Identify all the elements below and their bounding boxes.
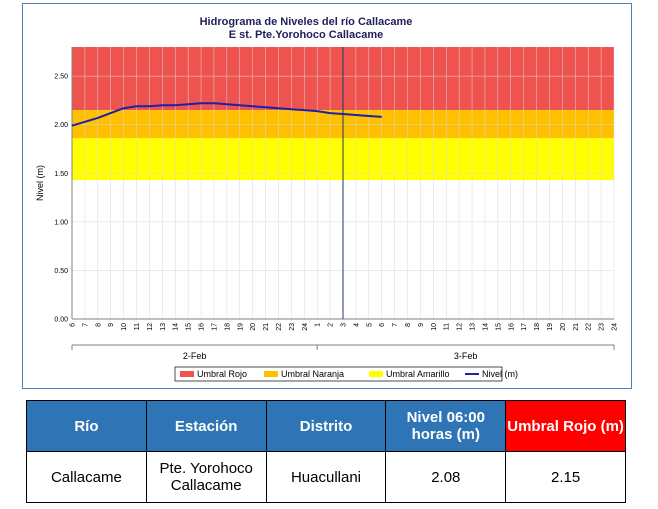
x-tick-label: 7: [392, 323, 399, 327]
cell-distrito: Huacullani: [265, 451, 387, 503]
legend-box: [174, 366, 503, 382]
legend-swatch-1: [264, 371, 278, 377]
x-tick-label: 17: [521, 323, 528, 331]
y-tick-label: 2.00: [54, 122, 68, 129]
x-tick-label: 21: [263, 323, 270, 331]
x-tick-label: 4: [353, 323, 360, 327]
x-tick-label: 20: [250, 323, 257, 331]
cell-umbral-rojo: 2.15: [505, 451, 626, 503]
x-tick-label: 1: [315, 323, 322, 327]
header-distrito: Distrito: [265, 400, 387, 452]
x-tick-label: 2: [328, 323, 335, 327]
x-tick-label: 10: [121, 323, 128, 331]
x-tick-label: 6: [70, 323, 77, 327]
x-tick-label: 5: [366, 323, 373, 327]
y-tick-label: 1.50: [54, 171, 68, 178]
table-header-row: Río Estación Distrito Nivel 06:00 horas …: [26, 400, 626, 452]
x-tick-label: 14: [482, 323, 489, 331]
x-tick-label: 12: [457, 323, 464, 331]
x-tick-label: 23: [599, 323, 606, 331]
header-estacion: Estación: [145, 400, 267, 452]
legend-label-3: Nivel (m): [482, 369, 518, 379]
header-nivel: Nivel 06:00 horas (m): [385, 400, 507, 452]
x-tick-label: 17: [211, 323, 218, 331]
x-tick-label: 18: [224, 323, 231, 331]
x-tick-label: 19: [237, 323, 244, 331]
x-tick-label: 9: [418, 323, 425, 327]
day-label: 2-Feb: [183, 351, 207, 361]
legend-label-1: Umbral Naranja: [281, 369, 344, 379]
x-tick-label: 8: [405, 323, 412, 327]
legend-swatch-2: [369, 371, 383, 377]
level-summary-table: Río Estación Distrito Nivel 06:00 horas …: [26, 400, 626, 503]
x-tick-label: 6: [379, 323, 386, 327]
x-tick-label: 7: [82, 323, 89, 327]
x-tick-label: 21: [573, 323, 580, 331]
chart-legend: Umbral Rojo Umbral Naranja Umbral Amarillo…: [174, 366, 518, 382]
cell-rio: Callacame: [26, 451, 147, 503]
x-tick-label: 23: [289, 323, 296, 331]
x-tick-label: 22: [276, 323, 283, 331]
legend-swatch-0: [180, 371, 194, 377]
x-tick-label: 3: [341, 323, 348, 327]
x-tick-label: 11: [134, 323, 141, 330]
x-tick-label: 11: [444, 323, 451, 330]
x-tick-label: 12: [147, 323, 154, 331]
x-tick-label: 14: [173, 323, 180, 331]
x-tick-label: 13: [470, 323, 477, 331]
x-tick-label: 16: [508, 323, 515, 331]
chart-title: Hidrograma de Niveles del río Callacame: [200, 16, 413, 28]
x-tick-label: 24: [302, 323, 309, 331]
header-umbral-rojo: Umbral Rojo (m): [505, 400, 626, 452]
chart-canvas: Hidrograma de Niveles del río Callacame …: [35, 16, 619, 382]
x-tick-label: 18: [534, 323, 541, 331]
y-tick-label: 1.00: [54, 219, 68, 226]
x-tick-label: 19: [547, 323, 554, 331]
x-tick-label: 20: [560, 323, 567, 331]
x-tick-label: 24: [612, 323, 619, 331]
table-row: Callacame Pte. Yorohoco Callacame Huacul…: [26, 451, 626, 503]
legend-label-2: Umbral Amarillo: [386, 369, 450, 379]
y-axis-label: Nivel (m): [35, 165, 45, 201]
hydrograph-chart: Hidrograma de Niveles del río Callacame …: [22, 3, 632, 389]
legend-label-0: Umbral Rojo: [197, 369, 247, 379]
cell-nivel: 2.08: [385, 451, 507, 503]
x-tick-label: 15: [186, 323, 193, 331]
cell-estacion: Pte. Yorohoco Callacame: [145, 451, 267, 503]
x-tick-label: 10: [431, 323, 438, 331]
x-tick-label: 15: [495, 323, 502, 331]
y-tick-label: 0.50: [54, 268, 68, 275]
day-label: 3-Feb: [454, 351, 478, 361]
chart-subtitle: E st. Pte.Yorohoco Callacame: [229, 29, 383, 41]
y-tick-label: 2.50: [54, 74, 68, 81]
x-tick-label: 13: [160, 323, 167, 331]
x-tick-label: 9: [108, 323, 115, 327]
y-tick-label: 0.00: [54, 317, 68, 324]
series-line-nivel: [71, 102, 382, 127]
x-tick-label: 16: [199, 323, 206, 331]
x-tick-label: 8: [95, 323, 102, 327]
header-rio: Río: [26, 400, 147, 452]
x-tick-label: 22: [586, 323, 593, 331]
